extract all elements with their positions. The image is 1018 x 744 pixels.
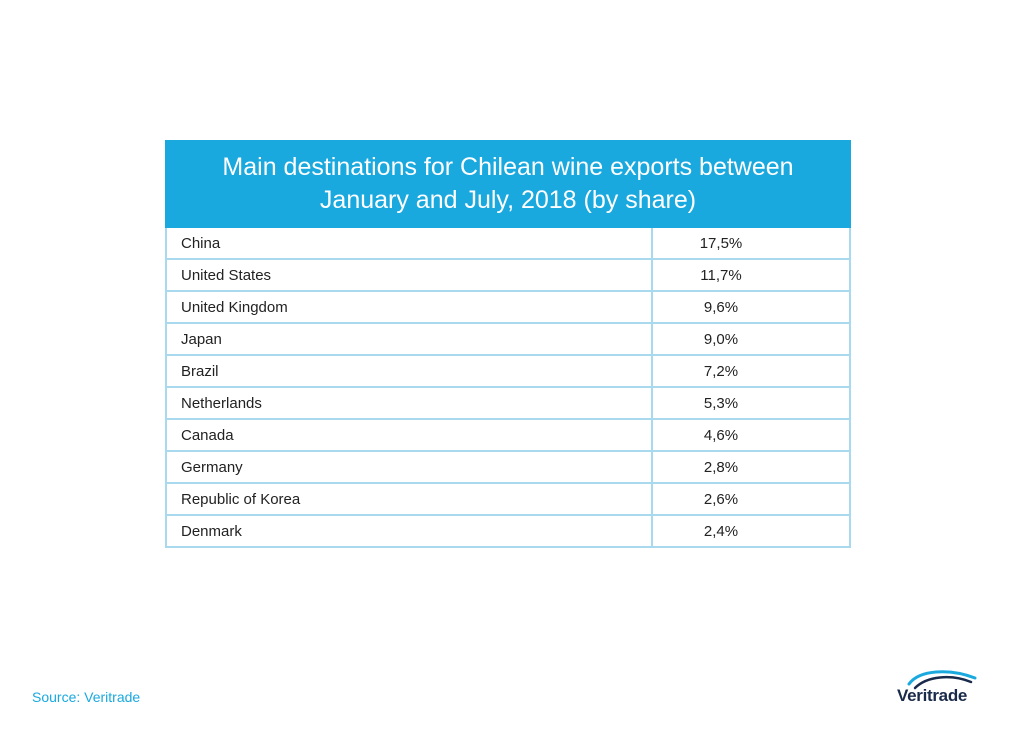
source-note: Source: Veritrade [32, 689, 141, 705]
country-cell: China [165, 228, 653, 260]
table-body: China 17,5% United States 11,7% United Kingd… [165, 228, 851, 548]
table-row: Brazil 7,2% [165, 354, 851, 388]
share-cell: 17,5% [651, 228, 851, 260]
table-row: Japan 9,0% [165, 322, 851, 356]
country-cell: Japan [165, 322, 653, 356]
country-cell: Republic of Korea [165, 482, 653, 516]
table-row: United Kingdom 9,6% [165, 290, 851, 324]
country-cell: Denmark [165, 514, 653, 548]
share-cell: 9,6% [651, 290, 851, 324]
export-table: Main destinations for Chilean wine expor… [165, 140, 851, 548]
table-row: United States 11,7% [165, 258, 851, 292]
country-cell: Germany [165, 450, 653, 484]
share-cell: 9,0% [651, 322, 851, 356]
table-row: Denmark 2,4% [165, 514, 851, 548]
share-cell: 2,8% [651, 450, 851, 484]
share-cell: 7,2% [651, 354, 851, 388]
table-row: China 17,5% [165, 228, 851, 260]
table-header: Main destinations for Chilean wine expor… [165, 140, 851, 228]
country-cell: United Kingdom [165, 290, 653, 324]
country-cell: Brazil [165, 354, 653, 388]
table-row: Netherlands 5,3% [165, 386, 851, 420]
veritrade-logo: Veritrade [897, 668, 987, 712]
country-cell: Netherlands [165, 386, 653, 420]
share-cell: 2,4% [651, 514, 851, 548]
table-row: Canada 4,6% [165, 418, 851, 452]
logo-text: Veritrade [897, 686, 968, 705]
share-cell: 4,6% [651, 418, 851, 452]
share-cell: 11,7% [651, 258, 851, 292]
data-table: China 17,5% United States 11,7% United Kingd… [165, 228, 851, 548]
table-row: Germany 2,8% [165, 450, 851, 484]
country-cell: United States [165, 258, 653, 292]
logo-swoosh-icon [907, 670, 977, 690]
country-cell: Canada [165, 418, 653, 452]
share-cell: 2,6% [651, 482, 851, 516]
table-row: Republic of Korea 2,6% [165, 482, 851, 516]
table-title: Main destinations for Chilean wine expor… [222, 153, 794, 214]
share-cell: 5,3% [651, 386, 851, 420]
